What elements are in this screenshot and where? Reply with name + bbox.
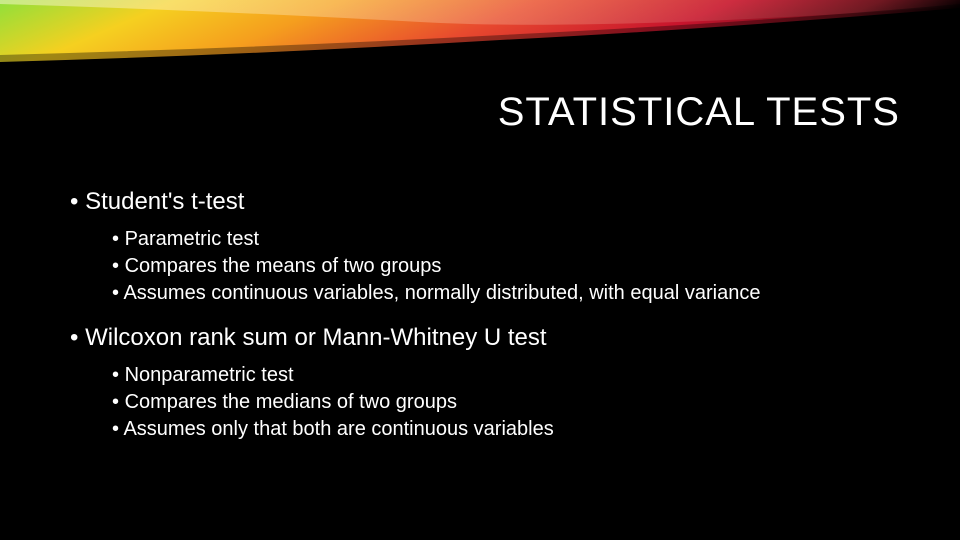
sub-bullet-list: Parametric test Compares the means of tw… [70,226,900,307]
sub-bullet-item: Assumes continuous variables, normally d… [112,280,900,307]
bullet-item: Wilcoxon rank sum or Mann-Whitney U test… [70,321,900,443]
sub-bullet-item: Compares the means of two groups [112,253,900,280]
bullet-item: Student's t-test Parametric test Compare… [70,185,900,307]
slide-content: STATISTICAL TESTS Student's t-test Param… [0,0,960,540]
sub-bullet-item: Parametric test [112,226,900,253]
slide-title: STATISTICAL TESTS [60,90,900,135]
sub-bullet-list: Nonparametric test Compares the medians … [70,362,900,443]
sub-bullet-item: Compares the medians of two groups [112,389,900,416]
bullet-list: Student's t-test Parametric test Compare… [60,185,900,443]
bullet-heading: Wilcoxon rank sum or Mann-Whitney U test [70,321,900,356]
sub-bullet-item: Nonparametric test [112,362,900,389]
sub-bullet-item: Assumes only that both are continuous va… [112,416,900,443]
bullet-heading: Student's t-test [70,185,900,220]
